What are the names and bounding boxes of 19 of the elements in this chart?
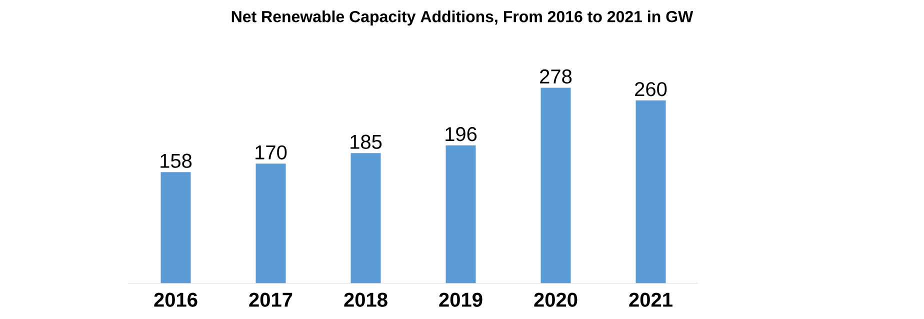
bar <box>160 172 191 284</box>
bar <box>446 145 476 284</box>
data-label: 185 <box>350 134 382 149</box>
x-tick-label: 2018 <box>344 292 388 307</box>
bar <box>350 153 381 284</box>
x-tick-label: 2019 <box>439 292 482 307</box>
data-label: 196 <box>446 127 477 142</box>
x-tick-label: 2020 <box>534 292 578 307</box>
data-label: 158 <box>160 154 192 168</box>
data-label: 278 <box>540 69 572 84</box>
chart-title: Net Renewable Capacity Additions, From 2016 to 2021 in GW <box>232 10 694 26</box>
bar <box>636 100 666 284</box>
bar <box>540 88 571 284</box>
x-tick-label: 2021 <box>629 292 672 307</box>
data-label: 260 <box>635 82 667 96</box>
x-tick-label: 2016 <box>154 292 198 307</box>
data-label: 170 <box>256 145 287 160</box>
bar <box>256 164 286 284</box>
x-tick-label: 2017 <box>249 292 292 307</box>
